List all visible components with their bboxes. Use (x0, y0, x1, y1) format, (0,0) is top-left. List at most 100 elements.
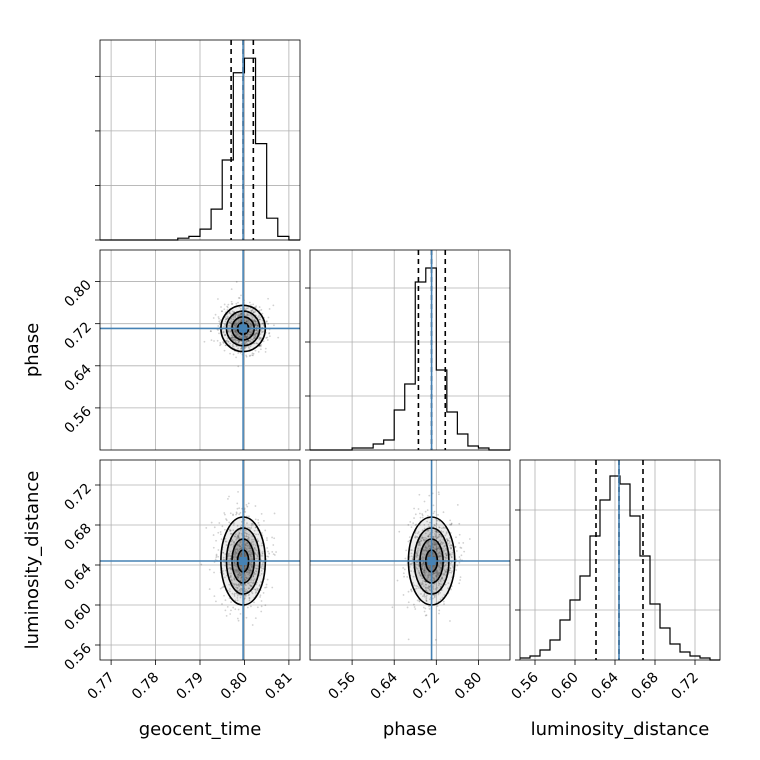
scatter-point (424, 614, 427, 617)
scatter-point (437, 580, 440, 583)
scatter-point (248, 569, 251, 572)
scatter-point (407, 523, 410, 526)
scatter-point (255, 591, 257, 593)
scatter-point (422, 570, 425, 573)
scatter-point (437, 547, 439, 550)
scatter-point (230, 609, 232, 612)
scatter-point (424, 546, 427, 548)
xtick-label-geocent_time: 0.77 (85, 670, 118, 703)
scatter-point (239, 528, 242, 531)
scatter-point (432, 547, 435, 549)
scatter-point (443, 544, 446, 547)
scatter-point (230, 300, 233, 303)
scatter-point (258, 318, 261, 321)
scatter-point (229, 532, 232, 535)
scatter-point (251, 538, 253, 541)
scatter-point (254, 329, 257, 332)
scatter-point (421, 514, 424, 517)
scatter-point (228, 561, 230, 564)
scatter-point (256, 331, 259, 334)
scatter-point (249, 571, 251, 574)
scatter-point (417, 544, 420, 547)
scatter-point (218, 522, 221, 524)
scatter-point (234, 315, 237, 317)
scatter-point (240, 314, 243, 316)
scatter-point (260, 610, 263, 613)
scatter-point (440, 552, 442, 555)
scatter-point (247, 537, 250, 540)
scatter-point (416, 553, 418, 555)
scatter-point (228, 521, 231, 524)
scatter-point (235, 563, 238, 566)
scatter-point (423, 594, 426, 597)
scatter-point (238, 537, 241, 539)
scatter-point (239, 351, 242, 354)
scatter-point (425, 589, 428, 592)
scatter-point (255, 332, 258, 334)
scatter-point (229, 529, 232, 532)
scatter-point (217, 329, 220, 331)
xlabel-geocent_time: geocent_time (139, 719, 262, 740)
scatter-point (432, 544, 435, 547)
scatter-point (238, 574, 240, 576)
scatter-point (234, 331, 237, 334)
scatter-point (425, 600, 428, 602)
scatter-point (238, 335, 241, 338)
ytick-label-luminosity_distance: 0.72 (61, 481, 94, 514)
scatter-point (253, 547, 256, 549)
scatter-point (428, 573, 431, 576)
scatter-point (234, 548, 237, 551)
scatter-point (240, 294, 242, 297)
scatter-point (436, 576, 439, 578)
scatter-point (239, 547, 242, 550)
scatter-point (258, 337, 261, 340)
scatter-point (245, 355, 248, 358)
scatter-point (245, 588, 247, 591)
scatter-point (244, 590, 247, 593)
scatter-point (226, 315, 229, 318)
scatter-point (436, 571, 439, 574)
scatter-point (433, 542, 436, 545)
scatter-point (423, 500, 426, 503)
scatter-point (248, 593, 251, 596)
scatter-point (233, 324, 236, 327)
scatter-point (441, 596, 444, 599)
scatter-point (426, 529, 429, 532)
scatter-point (253, 336, 255, 338)
scatter-point (247, 573, 250, 576)
scatter-point (432, 535, 434, 538)
scatter-point (415, 523, 418, 526)
scatter-point (226, 317, 229, 320)
scatter-point (237, 584, 240, 586)
scatter-point (438, 572, 440, 575)
scatter-point (416, 567, 419, 570)
scatter-point (423, 571, 425, 574)
scatter-point (423, 538, 425, 541)
scatter-point (235, 280, 238, 283)
scatter-point (433, 543, 436, 546)
scatter-point (230, 567, 233, 570)
scatter-point (226, 317, 229, 320)
scatter-point (225, 318, 228, 321)
scatter-point (227, 340, 229, 343)
scatter-point (237, 332, 240, 335)
scatter-point (423, 571, 426, 574)
scatter-point (247, 339, 250, 342)
scatter-point (250, 323, 252, 326)
scatter-point (235, 329, 237, 332)
ylabel-phase: phase (22, 323, 43, 377)
scatter-point (252, 543, 255, 546)
scatter-point (239, 612, 242, 615)
scatter-point (249, 326, 252, 328)
scatter-point (418, 572, 421, 575)
scatter-point (223, 325, 225, 328)
scatter-point (436, 572, 439, 575)
scatter-point (415, 551, 418, 554)
scatter-point (261, 554, 264, 557)
scatter-point (249, 333, 252, 336)
scatter-point (447, 582, 450, 585)
scatter-point (238, 585, 241, 588)
scatter-point (420, 539, 423, 542)
scatter-point (222, 341, 225, 343)
scatter-point (257, 316, 259, 318)
